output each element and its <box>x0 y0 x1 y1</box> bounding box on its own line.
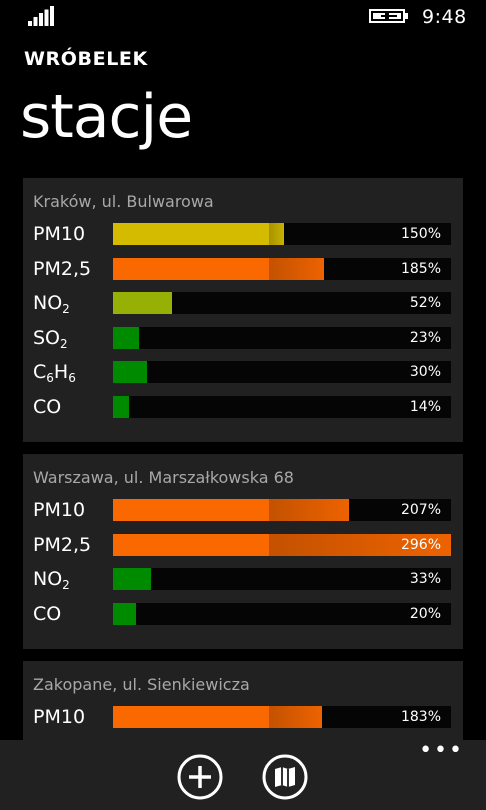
pollutant-label: CO <box>33 396 118 418</box>
pollutant-row: SO2 23% <box>33 326 453 362</box>
pollutant-symbol: NO <box>33 292 63 314</box>
pollutant-symbol: C <box>33 361 47 383</box>
level-bar-fill <box>113 361 147 383</box>
pollutant-symbol: SO <box>33 326 61 349</box>
station-list[interactable]: Kraków, ul. Bulwarowa PM10 150% PM2,5 185% NO… <box>23 178 463 799</box>
station-card[interactable]: Warszawa, ul. Marszałkowska 68 PM10 207% PM… <box>23 454 463 649</box>
pollutant-symbol: CO <box>33 602 62 625</box>
level-bar-fill <box>113 292 172 314</box>
pollutant-row: CO 14% <box>33 395 453 431</box>
application-bar: ••• <box>0 740 486 810</box>
level-percent: 33% <box>409 571 441 587</box>
pollutant-symbol: NO <box>33 568 63 590</box>
level-percent: 207% <box>400 502 441 518</box>
pollutant-label: PM2,5 <box>33 534 118 556</box>
pollutant-subscript: 6 <box>68 371 76 385</box>
level-bar-track: 20% <box>113 602 451 625</box>
level-percent: 183% <box>400 709 441 725</box>
station-card[interactable]: Kraków, ul. Bulwarowa PM10 150% PM2,5 185% NO… <box>23 178 463 442</box>
level-percent: 150% <box>400 226 441 242</box>
pollutant-row: PM2,5 296% <box>33 533 453 569</box>
level-bar-fill <box>113 499 349 521</box>
level-bar-track: 296% <box>113 533 451 556</box>
pollutant-row: PM10 207% <box>33 499 453 534</box>
pollutant-label: PM10 <box>33 223 118 245</box>
pollutant-symbol: CO <box>33 395 62 418</box>
clock: 9:48 <box>422 6 467 28</box>
pollutant-label: PM2,5 <box>33 258 118 280</box>
station-name: Kraków, ul. Bulwarowa <box>33 192 214 211</box>
more-options-button[interactable]: ••• <box>419 738 464 763</box>
pollutant-row: PM2,5 185% <box>33 257 453 293</box>
pollutant-row: PM10 150% <box>33 223 453 258</box>
station-name: Zakopane, ul. Sienkiewicza <box>33 675 250 694</box>
level-percent: 296% <box>400 536 441 553</box>
pollutant-symbol-suffix: 10 <box>60 706 86 728</box>
level-bar-fill <box>113 706 322 728</box>
level-percent: 23% <box>409 329 441 346</box>
level-percent: 14% <box>409 398 441 415</box>
level-bar-track: 23% <box>113 326 451 349</box>
map-icon[interactable] <box>262 754 308 800</box>
level-percent: 185% <box>400 260 441 277</box>
level-bar-track: 14% <box>113 395 451 418</box>
level-bar-track: 52% <box>113 292 451 314</box>
level-bar-track: 30% <box>113 361 451 383</box>
level-bar-track: 207% <box>113 499 451 521</box>
pollutant-symbol: PM2,5 <box>33 257 92 280</box>
level-bar-track: 33% <box>113 568 451 590</box>
pollutant-subscript: 2 <box>60 336 68 351</box>
pollutant-symbol: PM <box>33 706 61 728</box>
pollutant-symbol-suffix: 10 <box>60 499 86 521</box>
pollutant-row: NO2 33% <box>33 568 453 603</box>
pollutant-label: SO2 <box>33 326 118 351</box>
pollutant-subscript: 6 <box>46 371 54 385</box>
pollutant-symbol-suffix: 10 <box>60 223 86 245</box>
page-title: stacje <box>20 82 193 152</box>
level-bar-fill <box>113 326 139 349</box>
status-bar: 9:48 <box>0 0 486 34</box>
pollutant-label: PM10 <box>33 706 118 728</box>
pollutant-label: C6H6 <box>33 361 118 385</box>
pollutant-symbol: PM <box>33 499 61 521</box>
level-bar-track: 183% <box>113 706 451 728</box>
level-percent: 52% <box>409 295 441 311</box>
pollutant-label: CO <box>33 603 118 625</box>
pollutant-symbol-suffix: H <box>53 361 69 383</box>
pollutant-subscript: 2 <box>62 578 70 592</box>
battery-charging-icon <box>369 9 408 23</box>
app-title: WRÓBELEK <box>24 48 148 70</box>
pollutant-row: PM10 183% <box>33 706 453 741</box>
level-bar-fill <box>113 568 151 590</box>
level-bar-track: 150% <box>113 223 451 245</box>
pollutant-symbol: PM2,5 <box>33 533 92 556</box>
station-name: Warszawa, ul. Marszałkowska 68 <box>33 468 294 487</box>
pollutant-row: CO 20% <box>33 602 453 638</box>
level-bar-fill <box>113 533 451 556</box>
plus-circle-icon[interactable] <box>177 754 223 800</box>
pollutant-row: NO2 52% <box>33 292 453 327</box>
level-bar-fill <box>113 223 284 245</box>
signal-strength-icon <box>28 6 54 26</box>
level-bar-track: 185% <box>113 257 451 280</box>
level-bar-fill <box>113 395 129 418</box>
level-bar-fill <box>113 602 136 625</box>
level-bar-fill <box>113 257 324 280</box>
pollutant-label: PM10 <box>33 499 118 521</box>
pollutant-label: NO2 <box>33 568 118 592</box>
pollutant-row: C6H6 30% <box>33 361 453 396</box>
level-percent: 30% <box>409 364 441 380</box>
pollutant-subscript: 2 <box>62 302 70 316</box>
pollutant-symbol: PM <box>33 223 61 245</box>
level-percent: 20% <box>409 605 441 622</box>
pollutant-label: NO2 <box>33 292 118 316</box>
